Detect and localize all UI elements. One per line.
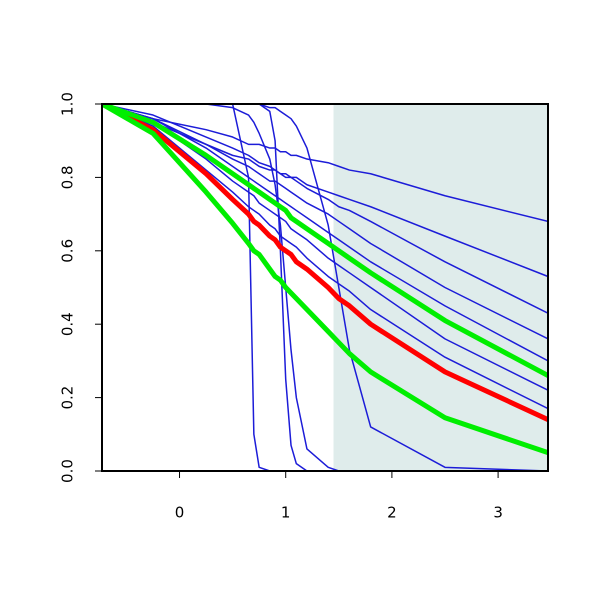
series-line [102, 104, 548, 471]
series-line [102, 104, 548, 223]
series-line [102, 104, 548, 471]
plot-area [102, 104, 548, 471]
y-tick-label: 1.0 [59, 92, 77, 116]
x-tick-label: 1 [281, 504, 291, 522]
axes-frame [101, 103, 549, 472]
series-line [102, 104, 548, 278]
y-tick-label: 0.6 [59, 239, 77, 263]
y-tick-label: 0.0 [59, 459, 77, 483]
series-line [102, 104, 548, 392]
series-line [102, 104, 548, 410]
series-line [102, 104, 548, 340]
series-line [102, 104, 548, 314]
x-tick-label: 0 [175, 504, 185, 522]
series-line [102, 104, 548, 362]
y-tick-label: 0.8 [59, 165, 77, 189]
highlight-region [333, 104, 548, 471]
y-tick-label: 0.2 [59, 386, 77, 410]
x-tick-label: 2 [387, 504, 397, 522]
series-line [102, 104, 548, 471]
y-tick-label: 0.4 [59, 312, 77, 336]
x-tick-label: 3 [493, 504, 503, 522]
series-line [102, 104, 548, 423]
series-line [102, 104, 548, 379]
series-line [102, 104, 548, 471]
series-line [102, 104, 548, 456]
